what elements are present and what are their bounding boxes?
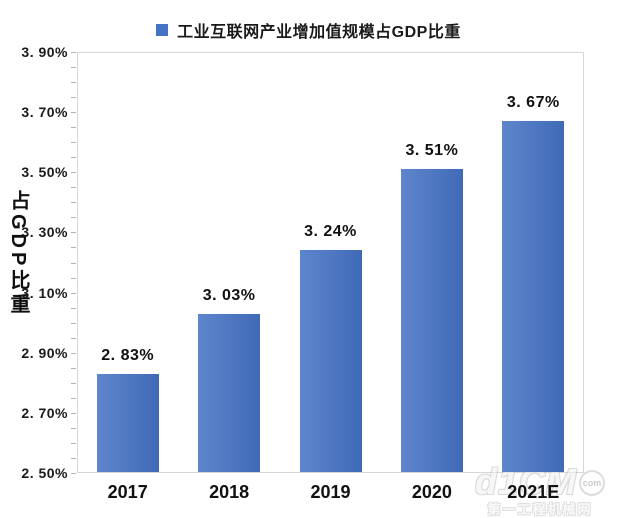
y-tick-label: 2. 90% bbox=[21, 344, 68, 361]
y-minor-tick bbox=[71, 427, 76, 429]
x-tick-label-2021E: 2021E bbox=[507, 482, 560, 502]
y-minor-tick bbox=[71, 277, 76, 279]
x-tick-label-2018: 2018 bbox=[209, 482, 250, 502]
y-tick-label: 3. 30% bbox=[21, 224, 68, 241]
y-minor-tick bbox=[71, 412, 76, 414]
bar-value-label-2017: 2. 83% bbox=[101, 346, 155, 364]
y-minor-tick bbox=[71, 247, 76, 249]
y-minor-tick bbox=[71, 157, 76, 159]
bar-2020 bbox=[400, 169, 463, 472]
y-tick-label: 2. 50% bbox=[21, 465, 68, 481]
y-minor-tick bbox=[71, 322, 76, 324]
y-minor-tick bbox=[71, 142, 76, 144]
y-minor-tick bbox=[71, 112, 76, 114]
legend-marker-square-icon bbox=[156, 24, 169, 36]
y-minor-tick bbox=[71, 307, 76, 309]
bar-value-label-2018: 3. 03% bbox=[202, 286, 256, 304]
y-minor-tick bbox=[71, 442, 76, 444]
y-tick-label: 3. 50% bbox=[21, 164, 68, 181]
y-minor-tick bbox=[71, 397, 76, 399]
x-tick-label-2017: 2017 bbox=[107, 482, 148, 502]
bar-2021E bbox=[502, 121, 565, 472]
y-minor-tick bbox=[71, 172, 76, 174]
y-minor-tick bbox=[71, 52, 76, 53]
y-minor-tick bbox=[71, 473, 76, 474]
y-minor-tick bbox=[71, 97, 76, 99]
y-minor-tick bbox=[71, 187, 76, 189]
y-minor-tick bbox=[71, 352, 76, 354]
bar-2018 bbox=[198, 313, 261, 472]
y-minor-tick bbox=[71, 217, 76, 219]
y-minor-tick bbox=[71, 67, 76, 69]
y-tick-label: 2. 70% bbox=[21, 404, 68, 421]
y-minor-tick bbox=[71, 337, 76, 339]
y-tick-label: 3. 90% bbox=[21, 44, 68, 60]
y-minor-tick bbox=[71, 457, 76, 459]
y-minor-tick bbox=[71, 382, 76, 384]
legend-label: 工业互联网产业增加值规模占GDP比重 bbox=[177, 24, 461, 41]
y-minor-tick bbox=[71, 127, 76, 129]
x-tick-label-2020: 2020 bbox=[411, 482, 452, 502]
legend: 工业互联网产业增加值规模占GDP比重 bbox=[0, 18, 617, 42]
y-tick-label: 3. 70% bbox=[21, 104, 68, 121]
bar-value-label-2020: 3. 51% bbox=[405, 142, 459, 160]
y-minor-tick bbox=[71, 82, 76, 84]
bar-value-label-2019: 3. 24% bbox=[304, 223, 357, 241]
x-tick-label-2019: 2019 bbox=[310, 482, 351, 502]
y-minor-tick bbox=[71, 202, 76, 204]
y-minor-tick bbox=[71, 292, 76, 294]
y-axis-title: 占GDP比重 bbox=[7, 190, 29, 318]
bar-value-label-2021E: 3. 67% bbox=[506, 94, 560, 112]
bar-2017 bbox=[96, 373, 159, 472]
y-tick-label: 3. 10% bbox=[21, 284, 68, 301]
y-minor-tick bbox=[71, 262, 76, 264]
y-minor-tick bbox=[71, 232, 76, 234]
bar-2019 bbox=[299, 250, 362, 472]
y-minor-tick bbox=[71, 367, 76, 369]
